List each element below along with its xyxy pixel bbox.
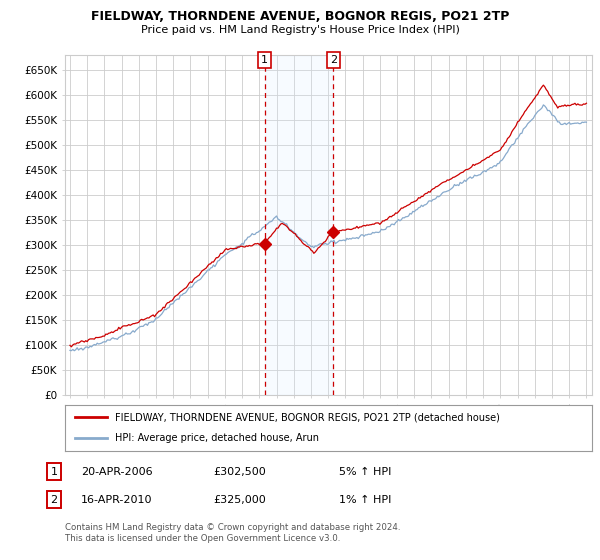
Text: £325,000: £325,000	[213, 494, 266, 505]
Text: 5% ↑ HPI: 5% ↑ HPI	[339, 466, 391, 477]
Text: 16-APR-2010: 16-APR-2010	[81, 494, 152, 505]
Text: 2: 2	[330, 55, 337, 65]
Text: 20-APR-2006: 20-APR-2006	[81, 466, 152, 477]
Text: HPI: Average price, detached house, Arun: HPI: Average price, detached house, Arun	[115, 433, 319, 444]
Text: £302,500: £302,500	[213, 466, 266, 477]
Text: FIELDWAY, THORNDENE AVENUE, BOGNOR REGIS, PO21 2TP (detached house): FIELDWAY, THORNDENE AVENUE, BOGNOR REGIS…	[115, 412, 500, 422]
Text: 1% ↑ HPI: 1% ↑ HPI	[339, 494, 391, 505]
Text: FIELDWAY, THORNDENE AVENUE, BOGNOR REGIS, PO21 2TP: FIELDWAY, THORNDENE AVENUE, BOGNOR REGIS…	[91, 10, 509, 23]
Text: Contains HM Land Registry data © Crown copyright and database right 2024.: Contains HM Land Registry data © Crown c…	[65, 523, 400, 532]
Bar	[265, 55, 334, 395]
Text: 1: 1	[261, 55, 268, 65]
Text: 1: 1	[50, 466, 58, 477]
Text: Price paid vs. HM Land Registry's House Price Index (HPI): Price paid vs. HM Land Registry's House …	[140, 25, 460, 35]
Text: This data is licensed under the Open Government Licence v3.0.: This data is licensed under the Open Gov…	[65, 534, 340, 543]
Text: 2: 2	[50, 494, 58, 505]
